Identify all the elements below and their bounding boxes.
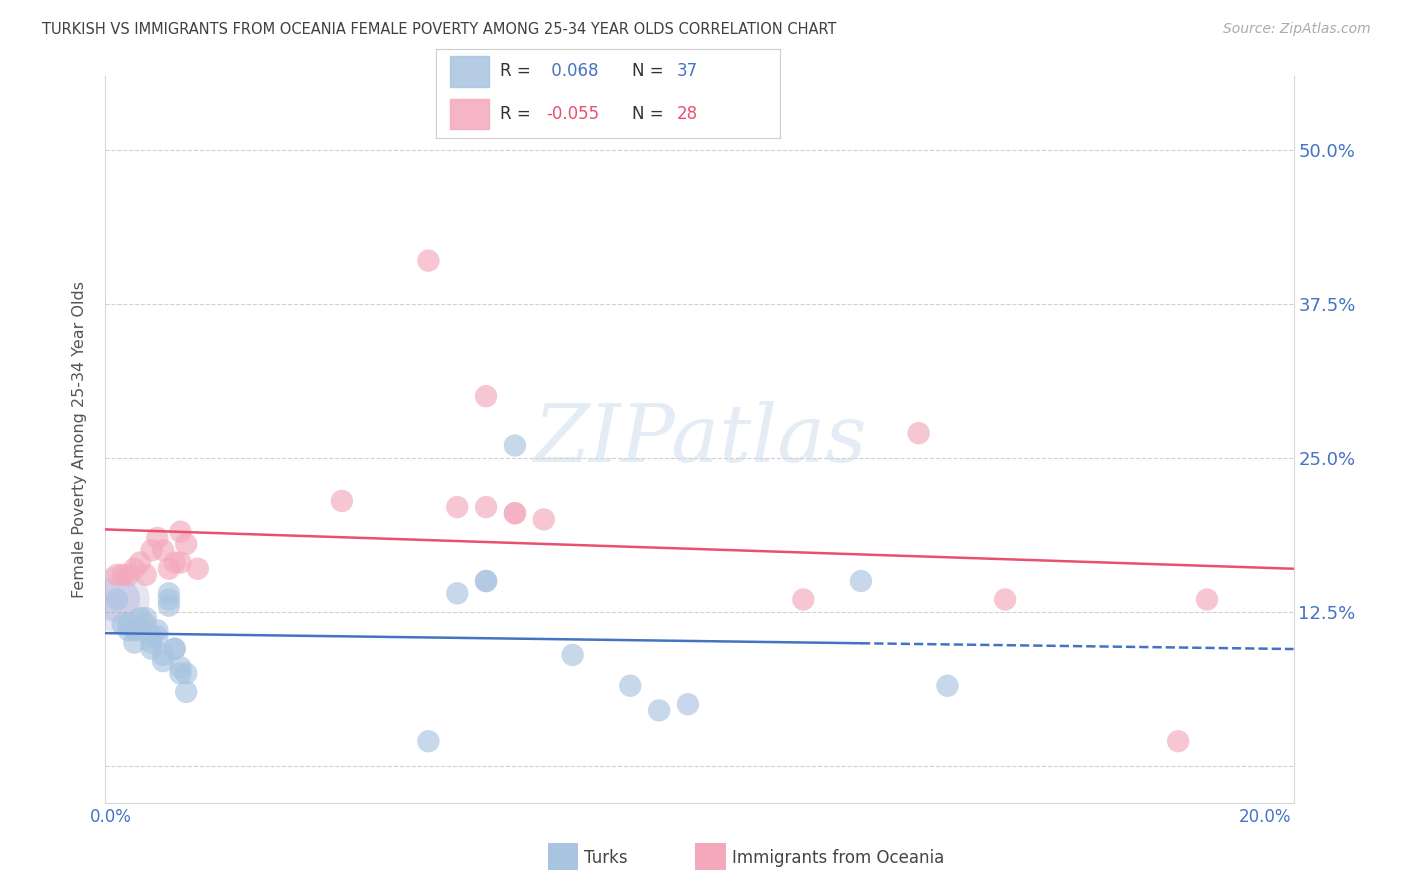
Text: Source: ZipAtlas.com: Source: ZipAtlas.com	[1223, 22, 1371, 37]
Point	[124, 562, 146, 576]
Point	[849, 574, 872, 588]
Text: 28: 28	[678, 105, 699, 123]
Text: ZIPatlas: ZIPatlas	[533, 401, 866, 478]
Point	[503, 438, 526, 452]
Point	[141, 543, 163, 558]
Point	[648, 703, 671, 717]
Point	[152, 654, 174, 668]
Point	[152, 648, 174, 662]
Point	[141, 641, 163, 656]
Point	[157, 586, 180, 600]
Point	[157, 592, 180, 607]
Point	[475, 574, 498, 588]
Point	[169, 524, 191, 539]
Point	[135, 617, 157, 632]
Y-axis label: Female Poverty Among 25-34 Year Olds: Female Poverty Among 25-34 Year Olds	[72, 281, 87, 598]
Point	[503, 506, 526, 520]
Text: N =: N =	[633, 62, 669, 80]
Point	[561, 648, 583, 662]
Point	[146, 531, 169, 545]
Point	[105, 592, 128, 607]
Point	[174, 685, 197, 699]
Point	[169, 666, 191, 681]
Point	[124, 624, 146, 638]
Point	[141, 635, 163, 649]
Text: TURKISH VS IMMIGRANTS FROM OCEANIA FEMALE POVERTY AMONG 25-34 YEAR OLDS CORRELAT: TURKISH VS IMMIGRANTS FROM OCEANIA FEMAL…	[42, 22, 837, 37]
Point	[146, 624, 169, 638]
Point	[418, 734, 440, 748]
Text: R =: R =	[499, 105, 536, 123]
Point	[936, 679, 959, 693]
Point	[105, 592, 128, 607]
Text: 0.068: 0.068	[546, 62, 599, 80]
Point	[475, 574, 498, 588]
Point	[1195, 592, 1218, 607]
Text: Immigrants from Oceania: Immigrants from Oceania	[731, 849, 943, 867]
Text: R =: R =	[499, 62, 536, 80]
Point	[174, 537, 197, 551]
Text: N =: N =	[633, 105, 669, 123]
Point	[146, 630, 169, 644]
Point	[157, 599, 180, 613]
Point	[124, 635, 146, 649]
Point	[141, 630, 163, 644]
Point	[994, 592, 1017, 607]
Point	[169, 660, 191, 674]
Point	[157, 562, 180, 576]
Point	[163, 556, 186, 570]
Point	[907, 426, 929, 441]
Point	[129, 556, 152, 570]
Point	[619, 679, 641, 693]
Point	[163, 641, 186, 656]
Point	[475, 500, 498, 514]
Point	[446, 500, 468, 514]
Point	[533, 512, 555, 526]
Text: Turks: Turks	[585, 849, 628, 867]
Point	[117, 624, 139, 638]
Point	[135, 611, 157, 625]
Point	[418, 253, 440, 268]
Point	[105, 567, 128, 582]
Point	[111, 567, 134, 582]
Text: 37: 37	[678, 62, 699, 80]
Point	[163, 641, 186, 656]
Point	[129, 624, 152, 638]
Point	[174, 666, 197, 681]
Point	[330, 494, 353, 508]
Point	[503, 506, 526, 520]
Point	[117, 617, 139, 632]
Point	[169, 556, 191, 570]
Point	[129, 611, 152, 625]
Point	[135, 567, 157, 582]
Point	[475, 389, 498, 403]
Point	[1167, 734, 1189, 748]
Point	[117, 567, 139, 582]
Point	[446, 586, 468, 600]
Point	[111, 617, 134, 632]
Point	[187, 562, 209, 576]
Text: -0.055: -0.055	[546, 105, 599, 123]
Bar	[450, 56, 489, 87]
Point	[105, 592, 128, 607]
Point	[676, 697, 699, 711]
Point	[152, 543, 174, 558]
Point	[792, 592, 814, 607]
Bar	[450, 99, 489, 129]
